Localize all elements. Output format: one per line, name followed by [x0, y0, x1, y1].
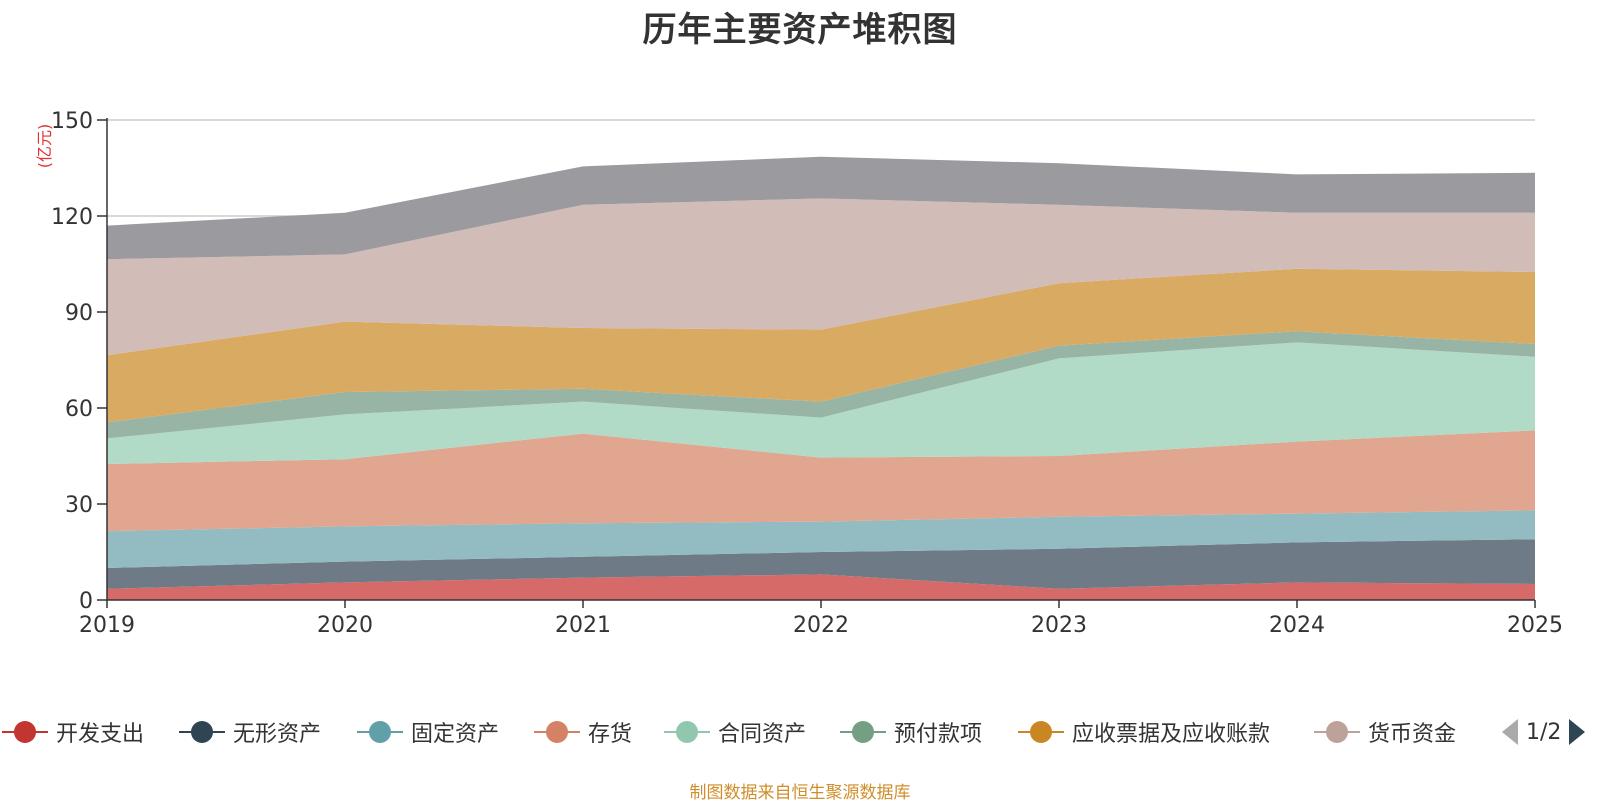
pager-page-indicator: 1/2 [1526, 719, 1562, 745]
stacked-area-chart: 0 30 60 90 120 150 2019 2020 2021 2022 2023 2024 202… [35, 109, 1563, 638]
legend-marker-icon [2, 721, 48, 743]
legend-label: 预付款项 [894, 722, 983, 747]
legend: 开发支出 无形资产 固定资产 存货 合同资产 预付款项 应收票据及应收账款 货币资金 [0, 712, 1600, 752]
x-tick-label: 2024 [1269, 613, 1325, 638]
legend-item[interactable]: 合同资产 [662, 712, 806, 752]
legend-marker-icon [534, 721, 580, 743]
legend-item[interactable]: 货币资金 [1312, 712, 1456, 752]
area-series-8[interactable] [107, 198, 1535, 356]
legend-label: 开发支出 [56, 722, 145, 747]
legend-label: 合同资产 [718, 722, 807, 747]
area-series-2[interactable] [107, 539, 1535, 589]
y-tick-label: 30 [65, 493, 93, 518]
legend-pager: 1/2 [1500, 712, 1587, 752]
x-tick-label: 2019 [79, 613, 135, 638]
legend-marker-icon [840, 721, 886, 743]
x-tick-label: 2025 [1507, 613, 1563, 638]
legend-label: 存货 [588, 722, 633, 747]
x-tick-label: 2021 [555, 613, 611, 638]
y-tick-label: 150 [51, 109, 93, 134]
y-tick-label: 90 [65, 301, 93, 326]
data-source-note: 制图数据来自恒生聚源数据库 [689, 783, 911, 803]
area-series-7[interactable] [107, 268, 1535, 423]
legend-item[interactable]: 预付款项 [838, 712, 982, 752]
pager-prev-icon[interactable] [1500, 717, 1520, 747]
area-series-3[interactable] [107, 510, 1535, 568]
x-tick-label: 2023 [1031, 613, 1087, 638]
legend-marker-icon [664, 721, 710, 743]
legend-item[interactable]: 开发支出 [0, 712, 144, 752]
legend-item[interactable]: 应收票据及应收账款 [1016, 712, 1270, 752]
x-tick-label: 2020 [317, 613, 373, 638]
y-tick-label: 120 [51, 205, 93, 230]
legend-label: 货币资金 [1368, 722, 1457, 747]
legend-marker-icon [1018, 721, 1064, 743]
area-series-4[interactable] [107, 430, 1535, 532]
legend-label: 固定资产 [411, 722, 500, 747]
area-series-6[interactable] [107, 331, 1535, 439]
legend-item[interactable]: 固定资产 [355, 712, 499, 752]
x-tick-label: 2022 [793, 613, 849, 638]
pager-next-icon[interactable] [1567, 717, 1587, 747]
legend-marker-icon [357, 721, 403, 743]
legend-item[interactable]: 存货 [532, 712, 632, 752]
legend-marker-icon [179, 721, 225, 743]
legend-item[interactable]: 无形资产 [177, 712, 321, 752]
y-tick-label: 60 [65, 397, 93, 422]
legend-marker-icon [1314, 721, 1360, 743]
area-series-5[interactable] [107, 342, 1535, 464]
legend-label: 应收票据及应收账款 [1072, 722, 1271, 747]
chart-title: 历年主要资产堆积图 [642, 10, 958, 50]
y-axis-unit-label: (亿元) [35, 124, 54, 169]
y-tick-label: 0 [79, 589, 93, 614]
legend-label: 无形资产 [233, 722, 322, 747]
area-series-9[interactable] [107, 156, 1535, 260]
area-series-1[interactable] [107, 574, 1535, 600]
